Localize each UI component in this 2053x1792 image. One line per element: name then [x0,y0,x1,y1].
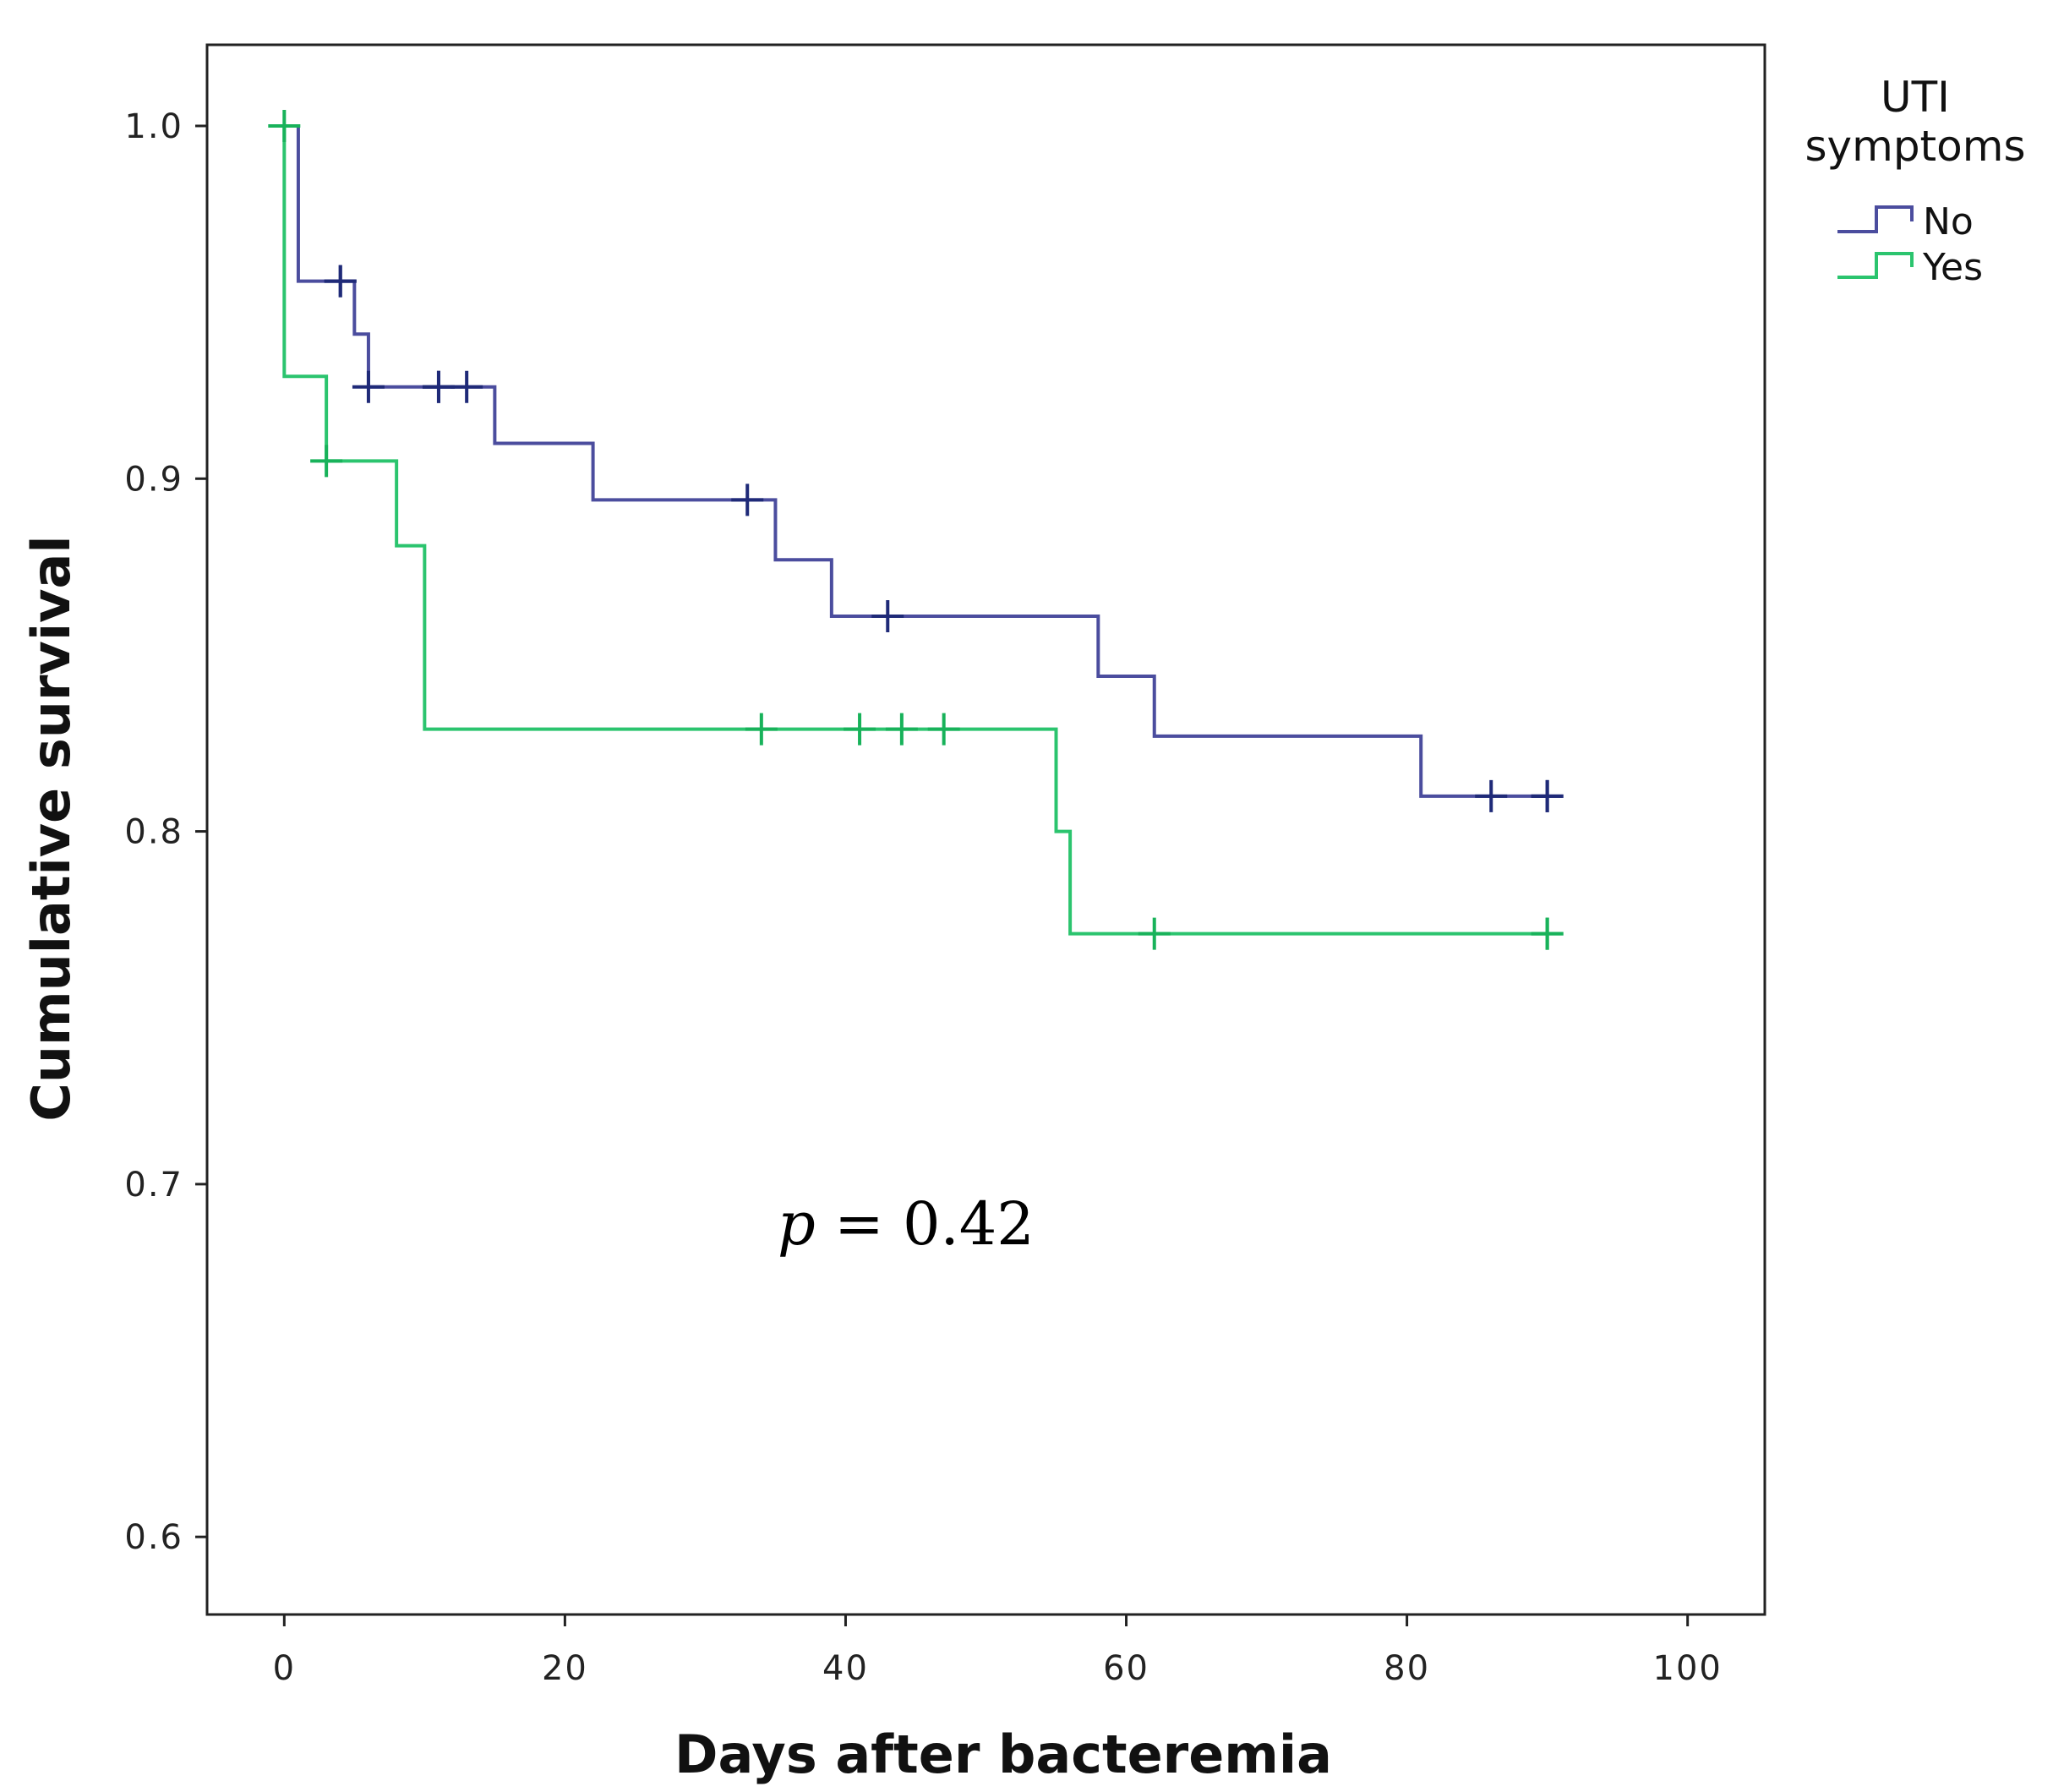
legend-swatch-no [1837,205,1914,233]
y-tick-label-0.9: 0.9 [124,460,183,499]
y-tick-label-1.0: 1.0 [124,107,183,146]
censor-mark-no-7 [871,600,904,633]
y-axis-ticks: 0.6 0.7 0.8 0.9 1.0 [124,107,207,1557]
censor-mark-yes-2 [745,713,778,746]
x-tick-label-20: 20 [542,1649,588,1688]
series-layer [268,109,1564,950]
censor-mark-no-8 [1475,779,1508,812]
plot-frame [205,43,1766,1616]
legend-title-line-1: UTI [1881,73,1950,122]
series-no [284,123,1564,812]
censor-mark-no-2 [352,370,385,403]
censor-mark-no-10 [1531,779,1564,812]
legend: UTI symptoms No Yes [1805,73,2025,289]
x-axis-ticks: 0 20 40 60 80 100 [273,1614,1723,1688]
p-value-number: = 0.42 [834,1189,1035,1259]
y-tick-label-0.7: 0.7 [124,1166,183,1205]
series-yes [268,109,1564,950]
p-value-symbol: p [778,1189,816,1259]
censor-mark-yes-3 [844,713,876,746]
x-tick-label-100: 100 [1653,1649,1723,1688]
x-axis-title: Days after bacteremia [674,1724,1332,1785]
censor-mark-yes-1 [310,445,343,478]
censor-mark-yes-4 [885,713,918,746]
p-value-annotation: p = 0.42 [778,1189,1035,1259]
censor-mark-no-6 [731,484,764,516]
censor-mark-yes-5 [927,713,960,746]
y-tick-label-0.6: 0.6 [124,1518,183,1557]
censor-mark-no-1 [324,265,357,298]
legend-label-yes: Yes [1922,246,1983,289]
y-axis-title: Cumulative survival [20,535,82,1121]
legend-swatch-yes [1837,252,1914,279]
censor-mark-yes-0 [268,109,301,142]
censor-mark-no-4 [422,370,455,403]
legend-label-no: No [1923,200,1974,243]
x-tick-label-60: 60 [1103,1649,1149,1688]
series-yes-line [282,125,1548,936]
legend-title-line-2: symptoms [1805,122,2025,171]
x-tick-label-0: 0 [273,1649,296,1688]
x-tick-label-80: 80 [1384,1649,1430,1688]
censor-mark-yes-8 [1531,917,1564,950]
censor-mark-no-5 [450,370,483,403]
censor-mark-yes-6 [1138,917,1171,950]
y-tick-label-0.8: 0.8 [124,813,183,852]
series-no-line [284,123,1548,798]
x-tick-label-40: 40 [822,1649,869,1688]
